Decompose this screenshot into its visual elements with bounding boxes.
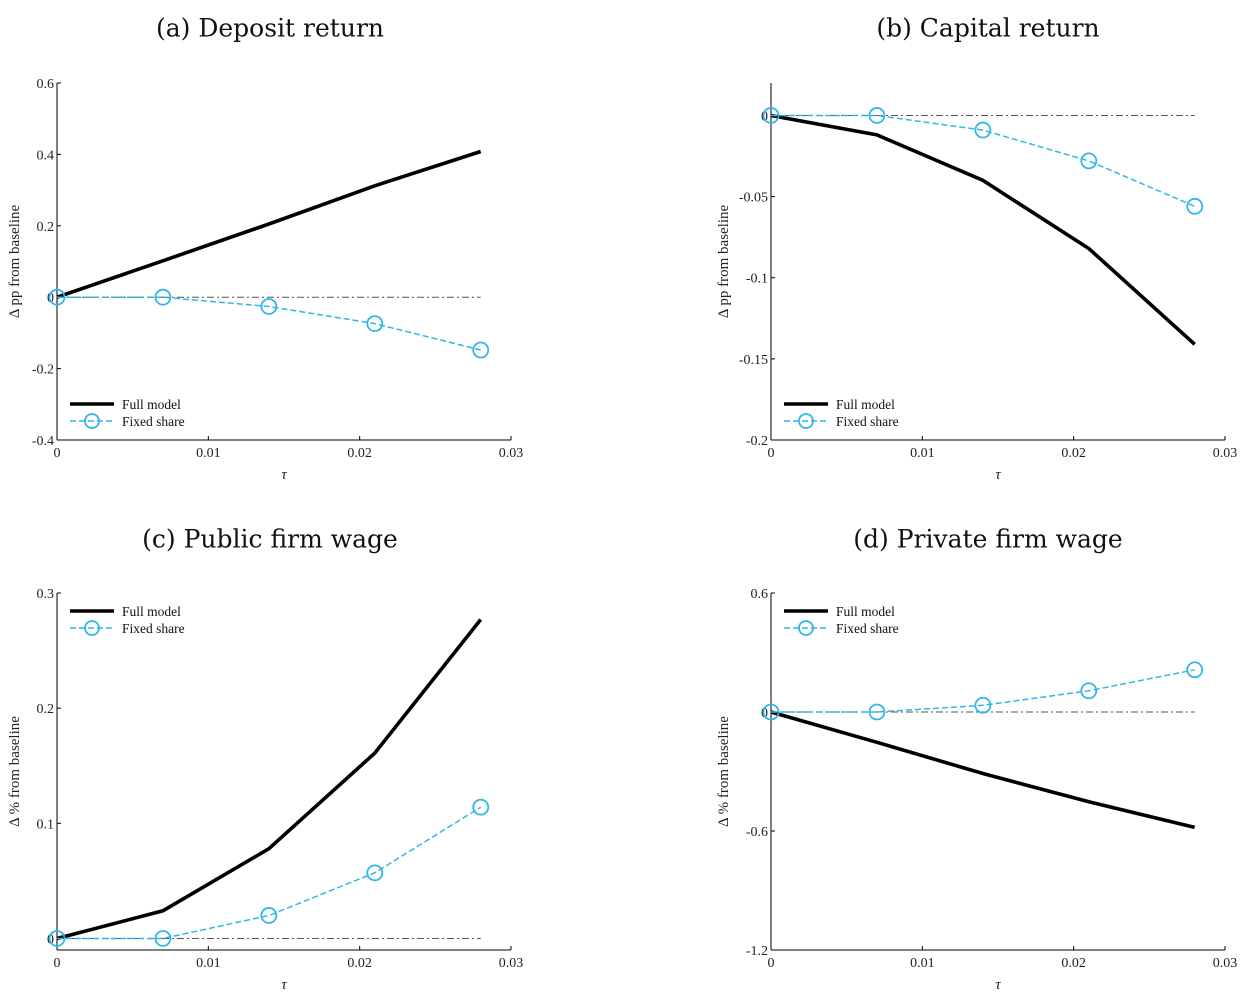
legend-label: Full model bbox=[122, 397, 181, 412]
data-point-fixed-share bbox=[974, 696, 992, 714]
data-point-fixed-share bbox=[366, 864, 384, 882]
panel-capital-return: (b) Capital return 0 0.01 0.02 0.03 -0.2 -0.15… bbox=[716, 14, 1237, 484]
legend-label: Fixed share bbox=[836, 414, 899, 429]
legend-swatch-marker bbox=[798, 413, 814, 429]
data-point-fixed-share bbox=[1080, 152, 1098, 170]
x-tick-label: 0.02 bbox=[1061, 446, 1086, 461]
series-line-full-model bbox=[770, 113, 1196, 346]
y-tick-label: -0.6 bbox=[746, 825, 768, 840]
y-tick-label: -0.2 bbox=[32, 363, 54, 378]
x-tick-label: 0 bbox=[54, 446, 61, 461]
data-point-fixed-share bbox=[154, 930, 172, 947]
y-tick-label: 0.2 bbox=[37, 220, 55, 235]
panel-deposit-return: (a) Deposit return 0 0.01 0.02 0.03 -0.4 -0.2 0… bbox=[7, 14, 523, 484]
x-tick-label: 0 bbox=[768, 446, 775, 461]
y-tick-label: 0.2 bbox=[37, 702, 55, 717]
legend-swatch-marker bbox=[84, 413, 100, 429]
x-tick-label: 0.03 bbox=[1213, 956, 1238, 971]
y-tick-label: 0.1 bbox=[37, 817, 55, 832]
y-tick-label: -1.2 bbox=[746, 944, 768, 959]
x-tick-label: 0.01 bbox=[910, 956, 935, 971]
series-line-full-model bbox=[770, 710, 1196, 830]
data-point-fixed-share bbox=[48, 288, 66, 306]
series-line-full-model bbox=[56, 618, 483, 941]
x-tick-label: 0.02 bbox=[347, 956, 372, 971]
y-tick-label: -0.1 bbox=[746, 272, 768, 287]
series-line-fixed-share bbox=[57, 806, 482, 940]
y-axis-label: Δ % from baseline bbox=[7, 716, 23, 827]
y-tick-label: -0.2 bbox=[746, 434, 768, 449]
x-tick-label: 0.03 bbox=[1213, 446, 1238, 461]
legend-label: Fixed share bbox=[836, 621, 899, 636]
x-tick-label: 0.01 bbox=[196, 956, 221, 971]
legend-label: Full model bbox=[836, 604, 895, 619]
panel-title: (b) Capital return bbox=[876, 14, 1099, 43]
y-tick-label: -0.4 bbox=[32, 434, 54, 449]
x-tick-label: 0.03 bbox=[499, 956, 524, 971]
series-line-fixed-share bbox=[57, 296, 481, 351]
y-axis-label: Δ % from baseline bbox=[716, 716, 732, 827]
y-axis-label: Δ pp from baseline bbox=[7, 204, 23, 318]
x-tick-label: 0.02 bbox=[347, 446, 372, 461]
legend-label: Full model bbox=[122, 604, 181, 619]
data-point-fixed-share bbox=[762, 703, 780, 721]
data-point-fixed-share bbox=[1080, 682, 1098, 700]
panel-title: (a) Deposit return bbox=[156, 14, 384, 43]
x-tick-label: 0 bbox=[54, 956, 61, 971]
series-line-full-model bbox=[56, 149, 482, 299]
panel-title: (d) Private firm wage bbox=[853, 525, 1122, 554]
y-tick-label: 0.4 bbox=[37, 148, 55, 163]
x-axis-label: τ bbox=[995, 977, 1001, 993]
x-tick-label: 0.02 bbox=[1061, 956, 1086, 971]
legend-swatch-marker bbox=[84, 620, 100, 636]
data-point-fixed-share bbox=[472, 341, 490, 359]
panel-title: (c) Public firm wage bbox=[142, 525, 398, 554]
y-tick-label: -0.05 bbox=[739, 191, 768, 206]
data-point-fixed-share bbox=[260, 907, 278, 924]
data-point-fixed-share bbox=[154, 288, 172, 306]
x-axis-label: τ bbox=[995, 467, 1001, 483]
y-tick-label: 0.6 bbox=[751, 587, 769, 602]
legend-swatch-marker bbox=[798, 620, 814, 636]
data-point-fixed-share bbox=[868, 107, 886, 124]
data-point-fixed-share bbox=[366, 315, 384, 333]
y-tick-label: 0.6 bbox=[37, 77, 55, 92]
x-tick-label: 0.01 bbox=[910, 446, 935, 461]
data-point-fixed-share bbox=[868, 703, 886, 721]
x-axis-label: τ bbox=[281, 977, 287, 993]
data-point-fixed-share bbox=[48, 930, 66, 947]
x-axis-label: τ bbox=[281, 467, 287, 483]
x-tick-label: 0.03 bbox=[499, 446, 524, 461]
x-tick-label: 0 bbox=[768, 956, 775, 971]
data-point-fixed-share bbox=[472, 798, 490, 816]
x-tick-label: 0.01 bbox=[196, 446, 221, 461]
y-tick-label: 0.3 bbox=[37, 587, 55, 602]
data-point-fixed-share bbox=[1186, 661, 1204, 679]
series-line-fixed-share bbox=[771, 669, 1195, 713]
legend-label: Fixed share bbox=[122, 414, 185, 429]
series-line-fixed-share bbox=[771, 114, 1195, 207]
legend-label: Full model bbox=[836, 397, 895, 412]
panel-private-firm-wage: (d) Private firm wage 0 0.01 0.02 0.03 -1.2 -0… bbox=[716, 525, 1237, 994]
data-point-fixed-share bbox=[974, 121, 992, 139]
data-point-fixed-share bbox=[1186, 197, 1204, 215]
data-point-fixed-share bbox=[260, 298, 278, 315]
data-point-fixed-share bbox=[762, 107, 780, 124]
y-axis-label: Δ pp from baseline bbox=[716, 204, 732, 318]
y-tick-label: -0.15 bbox=[739, 353, 768, 368]
legend-label: Fixed share bbox=[122, 621, 185, 636]
